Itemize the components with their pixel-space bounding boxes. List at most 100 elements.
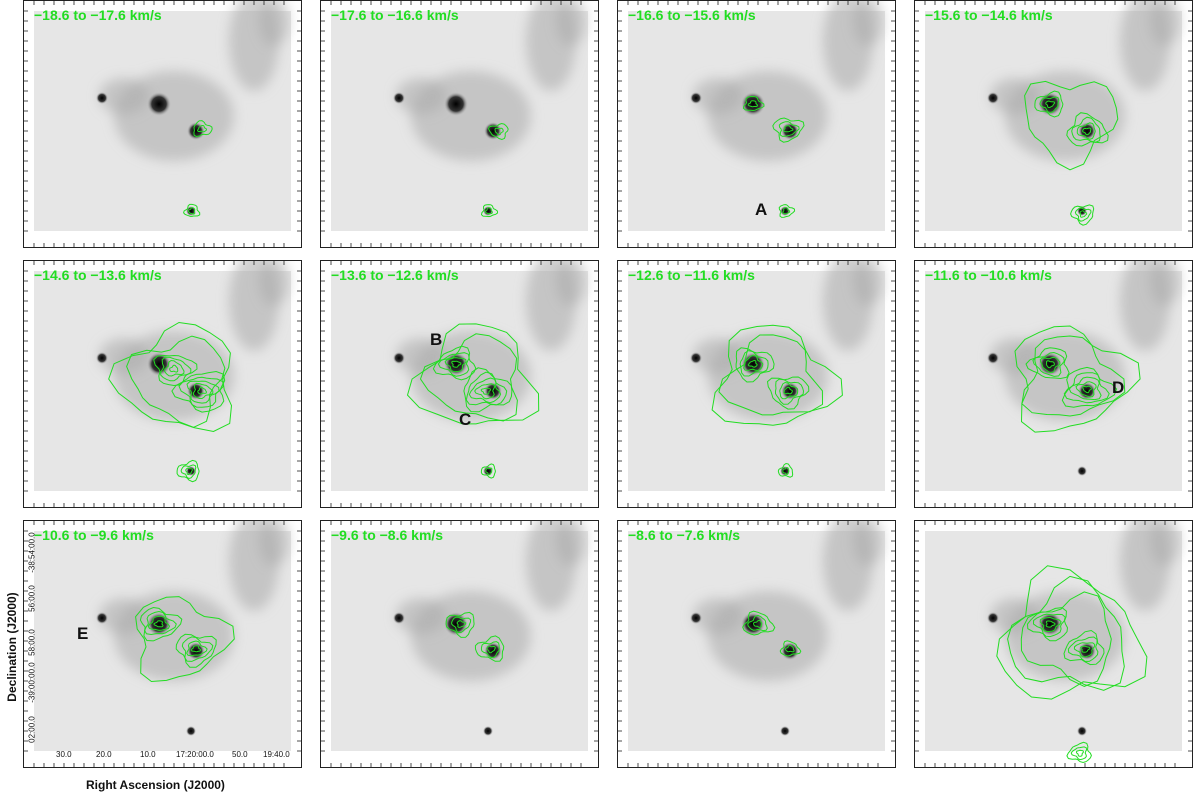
core-contour bbox=[747, 100, 758, 108]
core-contour bbox=[153, 620, 164, 628]
core-contour bbox=[463, 367, 513, 413]
extended-contour bbox=[419, 333, 518, 422]
velocity-label: −17.6 to −16.6 km/s bbox=[331, 7, 459, 23]
source-label-b: B bbox=[430, 330, 443, 349]
frame-ticks bbox=[618, 261, 895, 507]
co-contours bbox=[742, 610, 802, 657]
channel-map-image bbox=[321, 261, 598, 507]
co-contours bbox=[406, 323, 540, 479]
channel-map-image bbox=[321, 1, 598, 247]
core-contour bbox=[197, 386, 208, 395]
channel-panel-6: −13.6 to −12.6 km/s bbox=[320, 260, 599, 508]
nebula-emission bbox=[396, 521, 586, 681]
compact-source bbox=[393, 352, 405, 364]
core-contour bbox=[1080, 645, 1091, 653]
source-contour bbox=[777, 462, 794, 478]
core-contour bbox=[1039, 96, 1060, 114]
core-contour bbox=[1076, 122, 1096, 140]
velocity-label: −16.6 to −15.6 km/s bbox=[628, 7, 756, 23]
extended-contour bbox=[718, 334, 824, 416]
compact-source bbox=[741, 92, 765, 116]
core-contour bbox=[1073, 642, 1096, 658]
y-tick: 56:00.0 bbox=[27, 585, 37, 612]
co-contours bbox=[108, 321, 233, 483]
core-contour bbox=[743, 354, 764, 372]
channel-map-image bbox=[321, 521, 598, 767]
core-contour bbox=[451, 360, 462, 368]
frame-ticks bbox=[915, 261, 1192, 507]
y-tick: -38:54:00.0 bbox=[27, 532, 37, 573]
nebula-emission bbox=[693, 521, 883, 681]
compact-source bbox=[444, 92, 468, 116]
compact-source bbox=[147, 92, 171, 116]
source-label-d: D bbox=[1112, 378, 1125, 397]
co-contours bbox=[1024, 80, 1119, 226]
core-contour bbox=[747, 359, 758, 368]
core-contour bbox=[766, 376, 810, 410]
channel-map-image bbox=[915, 1, 1192, 247]
source-contour bbox=[187, 207, 196, 215]
core-contour bbox=[1039, 357, 1061, 374]
source-contour bbox=[183, 203, 201, 217]
co-contours bbox=[480, 122, 509, 218]
velocity-label: −12.6 to −11.6 km/s bbox=[628, 267, 755, 283]
core-contour bbox=[1068, 376, 1102, 401]
frame-ticks bbox=[24, 261, 301, 507]
channel-panel-10: −9.6 to −8.6 km/s bbox=[320, 520, 599, 768]
nebula-emission bbox=[693, 261, 883, 421]
core-contour bbox=[144, 610, 177, 636]
core-contour bbox=[139, 606, 183, 642]
core-contour bbox=[178, 376, 224, 408]
core-contour bbox=[1063, 629, 1105, 666]
core-contour bbox=[494, 127, 504, 136]
core-contour bbox=[197, 125, 208, 133]
velocity-label: −18.6 to −17.6 km/s bbox=[34, 7, 162, 23]
co-contours bbox=[183, 120, 213, 217]
compact-source bbox=[987, 352, 999, 364]
core-contour bbox=[437, 352, 470, 377]
frame-ticks bbox=[915, 521, 1192, 767]
core-contour bbox=[456, 620, 467, 628]
compact-source bbox=[393, 92, 405, 104]
compact-source bbox=[690, 352, 702, 364]
source-contour bbox=[180, 464, 197, 480]
source-contour bbox=[1079, 210, 1088, 218]
source-contour bbox=[1066, 741, 1092, 764]
core-contour bbox=[444, 357, 467, 373]
channel-map-image bbox=[915, 521, 1192, 767]
core-contour bbox=[1045, 620, 1056, 628]
x-tick: 20.0 bbox=[96, 750, 112, 759]
y-axis-title: Declination (J2000) bbox=[5, 592, 19, 702]
core-contour bbox=[1032, 351, 1065, 377]
compact-source bbox=[781, 382, 799, 400]
y-tick: -39:00:00.0 bbox=[27, 662, 37, 703]
core-contour bbox=[193, 120, 213, 138]
extended-contour bbox=[711, 324, 843, 426]
x-tick: 30.0 bbox=[56, 750, 72, 759]
core-contour bbox=[735, 347, 775, 383]
extended-contour bbox=[996, 565, 1148, 700]
velocity-label: −14.6 to −13.6 km/s bbox=[34, 267, 162, 283]
core-contour bbox=[742, 95, 765, 112]
source-contour bbox=[484, 207, 493, 215]
co-contours bbox=[742, 95, 805, 218]
x-axis-title: Right Ascension (J2000) bbox=[86, 778, 225, 792]
core-contour bbox=[1026, 607, 1069, 642]
extended-contour bbox=[406, 323, 540, 425]
frame-ticks bbox=[321, 261, 598, 507]
channel-panel-9: −10.6 to −9.6 km/s bbox=[23, 520, 302, 768]
core-contour bbox=[445, 611, 475, 638]
core-contour bbox=[784, 644, 795, 653]
channel-map-image bbox=[24, 1, 301, 247]
compact-source bbox=[1078, 382, 1096, 400]
nebula-emission bbox=[396, 1, 586, 161]
frame-ticks bbox=[915, 1, 1192, 247]
frame-ticks bbox=[618, 521, 895, 767]
nebula-emission bbox=[99, 1, 289, 161]
compact-source bbox=[780, 466, 790, 476]
co-contours bbox=[135, 596, 235, 683]
channel-map-image bbox=[915, 261, 1192, 507]
channel-panel-12 bbox=[914, 520, 1193, 768]
core-contour bbox=[1081, 127, 1092, 136]
frame-ticks bbox=[321, 1, 598, 247]
